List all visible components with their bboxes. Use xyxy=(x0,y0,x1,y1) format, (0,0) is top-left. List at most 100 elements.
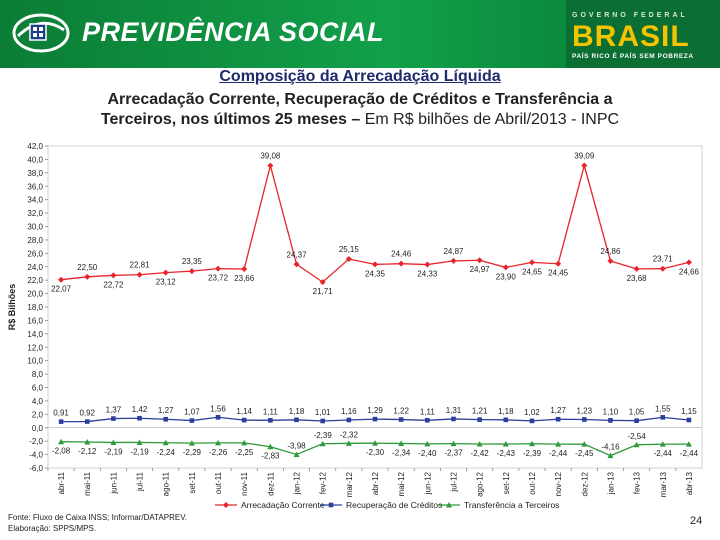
x-tick-label: jan-13 xyxy=(606,471,615,495)
x-tick-label: mar-12 xyxy=(345,471,354,497)
y-tick-label: 14,0 xyxy=(27,330,43,339)
data-label-recuperacao: 1,11 xyxy=(420,407,436,416)
data-label-corrente: 24,37 xyxy=(287,250,308,259)
y-tick-label: 16,0 xyxy=(27,316,43,325)
data-point-transferencia xyxy=(528,440,535,447)
data-point-corrente xyxy=(581,162,588,169)
data-point-recuperacao xyxy=(241,417,247,423)
x-tick-label: jun-12 xyxy=(423,471,432,495)
page-number: 24 xyxy=(690,515,703,527)
data-label-corrente: 24,97 xyxy=(470,265,491,274)
data-point-transferencia xyxy=(293,451,300,457)
data-label-transferencia: -2,30 xyxy=(366,448,385,457)
subtitle-bold-part: Terceiros, nos últimos 25 meses – xyxy=(100,111,361,128)
y-tick-label: 32,0 xyxy=(27,209,43,218)
x-tick-label: out-11 xyxy=(214,471,223,494)
data-label-transferencia: -2,37 xyxy=(444,449,463,458)
data-label-corrente: 24,45 xyxy=(548,269,569,278)
data-point-transferencia xyxy=(162,439,169,446)
y-tick-label: 4,0 xyxy=(32,397,44,406)
data-label-corrente: 23,72 xyxy=(208,274,229,283)
data-point-recuperacao xyxy=(581,417,587,422)
data-label-corrente: 23,35 xyxy=(182,257,203,266)
legend: Arrecadação Corrente Recuperação de Crédi… xyxy=(215,500,559,510)
x-tick-label: fev-13 xyxy=(633,471,642,494)
legend-label-recuperacao: Recuperação de Créditos xyxy=(346,500,442,510)
brand-title: PREVIDÊNCIA SOCIAL xyxy=(82,17,385,47)
data-label-recuperacao: 0,91 xyxy=(53,409,69,418)
data-point-recuperacao xyxy=(555,416,561,422)
data-label-recuperacao: 1,10 xyxy=(603,407,619,416)
data-point-transferencia xyxy=(215,439,222,446)
x-tick-label: ago-12 xyxy=(476,471,485,496)
data-label-corrente: 24,87 xyxy=(443,247,464,256)
data-label-recuperacao: 1,37 xyxy=(106,406,122,415)
y-tick-label: 2,0 xyxy=(32,410,44,419)
data-point-corrente xyxy=(110,272,117,279)
data-label-corrente: 22,72 xyxy=(103,280,124,289)
y-tick-label: 8,0 xyxy=(32,370,44,379)
y-tick-label: 22,0 xyxy=(27,276,43,285)
data-label-corrente: 21,71 xyxy=(313,287,334,296)
data-point-transferencia xyxy=(372,440,378,446)
data-point-corrente xyxy=(555,260,562,267)
data-point-corrente xyxy=(607,257,614,264)
y-tick-label: -6,0 xyxy=(29,464,43,473)
data-point-recuperacao xyxy=(346,417,352,423)
data-label-transferencia: -2,26 xyxy=(209,448,228,457)
data-label-corrente: 22,50 xyxy=(77,263,98,272)
y-tick-label: 6,0 xyxy=(32,384,44,393)
gov-brasil-text: BRASIL xyxy=(572,20,690,53)
data-point-corrente xyxy=(319,279,326,286)
chart-title: Composição da Arrecadação Líquida xyxy=(219,68,501,85)
data-label-transferencia: -2,29 xyxy=(183,448,202,457)
data-label-recuperacao: 1,22 xyxy=(393,407,409,416)
y-axis-label: R$ Bilhões xyxy=(7,284,17,331)
data-point-recuperacao xyxy=(294,417,299,423)
data-label-transferencia: -2,40 xyxy=(418,449,437,458)
data-point-recuperacao xyxy=(111,416,116,421)
data-point-corrente xyxy=(502,264,509,271)
data-point-transferencia xyxy=(555,441,562,447)
data-label-recuperacao: 1,15 xyxy=(681,407,697,416)
data-label-transferencia: -2,44 xyxy=(680,449,699,458)
data-point-transferencia xyxy=(58,438,65,445)
data-label-corrente: 22,07 xyxy=(51,285,72,294)
data-label-transferencia: -2,83 xyxy=(261,452,280,461)
data-label-recuperacao: 1,55 xyxy=(655,404,671,413)
data-point-corrente xyxy=(136,271,143,278)
y-tick-label: 0,0 xyxy=(32,424,44,433)
data-point-transferencia xyxy=(241,439,248,446)
data-label-recuperacao: 1,02 xyxy=(524,408,540,417)
x-tick-label: ago-11 xyxy=(162,471,171,496)
legend-marker-transferencia xyxy=(446,502,452,508)
data-point-corrente xyxy=(345,256,352,263)
data-label-corrente: 24,86 xyxy=(600,247,621,256)
data-point-transferencia xyxy=(110,439,117,445)
data-point-transferencia xyxy=(84,438,91,445)
x-tick-label: abr-11 xyxy=(57,471,66,494)
data-point-recuperacao xyxy=(189,418,195,423)
y-tick-label: 28,0 xyxy=(27,236,43,245)
data-point-recuperacao xyxy=(398,417,404,422)
data-label-transferencia: -2,43 xyxy=(497,449,516,458)
x-tick-label: mai-11 xyxy=(83,471,92,495)
data-label-recuperacao: 0,92 xyxy=(79,409,95,418)
y-tick-label: 24,0 xyxy=(27,263,43,272)
y-tick-label: 40,0 xyxy=(27,155,43,164)
data-label-recuperacao: 1,14 xyxy=(236,407,252,416)
data-point-recuperacao xyxy=(163,416,169,422)
data-point-recuperacao xyxy=(477,417,482,422)
data-label-transferencia: -2,08 xyxy=(52,447,71,456)
data-label-corrente: 24,65 xyxy=(522,267,543,276)
data-label-transferencia: -2,25 xyxy=(235,448,254,457)
data-point-corrente xyxy=(58,276,65,283)
header-band xyxy=(0,0,560,68)
y-tick-label: -4,0 xyxy=(29,451,43,460)
data-point-corrente xyxy=(398,260,405,267)
y-tick-label: 10,0 xyxy=(27,357,43,366)
x-tick-label: mar-13 xyxy=(659,471,668,497)
data-point-corrente xyxy=(188,268,195,275)
data-point-recuperacao xyxy=(320,418,325,424)
data-point-corrente xyxy=(659,265,666,272)
